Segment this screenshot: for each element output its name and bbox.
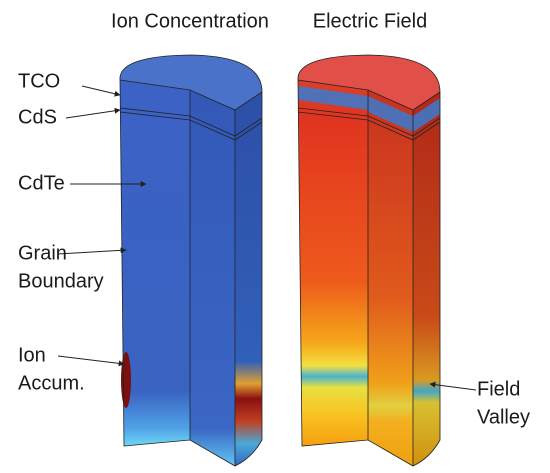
panel-title: Electric Field bbox=[313, 10, 427, 32]
leaders bbox=[57, 85, 477, 391]
label: Accum. bbox=[18, 372, 85, 394]
label: TCO bbox=[18, 70, 60, 92]
face bbox=[368, 90, 413, 466]
band bbox=[413, 98, 440, 132]
label: CdTe bbox=[18, 172, 65, 194]
label: Valley bbox=[477, 406, 530, 428]
label: Field bbox=[477, 378, 520, 400]
ion-column bbox=[119, 54, 263, 467]
labels: TCO CdS CdTe Grain Boundary Ion Accum. Field Val… bbox=[18, 70, 530, 428]
face bbox=[235, 92, 262, 466]
face bbox=[190, 90, 235, 466]
field-column bbox=[297, 54, 441, 467]
label: CdS bbox=[18, 106, 57, 128]
label: Grain bbox=[18, 242, 67, 264]
face bbox=[298, 80, 368, 446]
panel-title: Ion Concentration bbox=[111, 10, 269, 32]
face bbox=[413, 92, 440, 466]
top bbox=[119, 55, 262, 110]
band bbox=[368, 96, 413, 132]
label: Boundary bbox=[18, 270, 104, 292]
band bbox=[298, 86, 368, 110]
label: Ion bbox=[18, 344, 46, 366]
face bbox=[120, 80, 190, 446]
top bbox=[297, 55, 440, 110]
ion-accumulation bbox=[121, 352, 131, 408]
